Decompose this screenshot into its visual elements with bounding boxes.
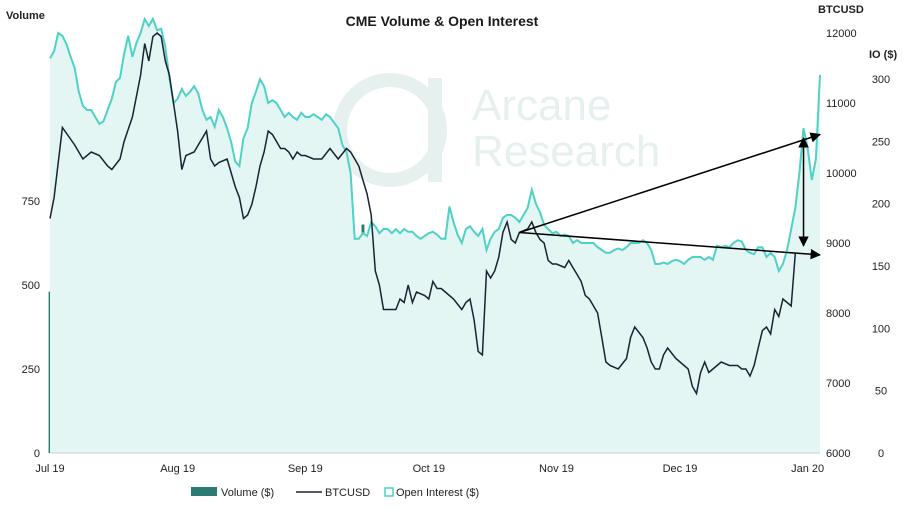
btc-tick-label: 12000 (826, 28, 857, 40)
watermark-line-2: Research (472, 127, 660, 176)
x-tick-label: Nov 19 (539, 463, 574, 475)
x-tick-label: Jan 20 (791, 463, 824, 475)
legend-swatch-volume (191, 487, 217, 496)
x-tick-label: Oct 19 (413, 463, 445, 475)
legend-label-volume: Volume ($) (221, 487, 274, 499)
watermark: Arcane Research (333, 73, 660, 187)
btcusd-line (49, 32, 797, 396)
btc-tick-label: 10000 (826, 168, 857, 180)
oi-axis-title: IO ($) (869, 49, 897, 61)
btc-tick-label: 11000 (826, 98, 856, 110)
oi-tick-label: 250 (872, 136, 890, 148)
open-interest-area (50, 19, 820, 453)
trend-arrow (519, 132, 821, 234)
open-interest-line (49, 16, 821, 274)
x-tick-label: Aug 19 (160, 463, 195, 475)
legend-label-btcusd: BTCUSD (325, 487, 370, 499)
x-tick-label: Dec 19 (663, 463, 698, 475)
x-tick-label: Sep 19 (288, 463, 323, 475)
legend: Volume ($) BTCUSD Open Interest ($) (191, 487, 479, 499)
volume-tick-label: 250 (22, 364, 40, 376)
oi-tick-label: 50 (875, 386, 887, 398)
btc-tick-label: 8000 (826, 308, 850, 320)
legend-label-open-interest: Open Interest ($) (396, 487, 479, 499)
chart-title: CME Volume & Open Interest (346, 13, 539, 29)
oi-axis-ticks: 0 50 100 150 200 250 300 (872, 74, 890, 460)
oi-tick-label: 0 (878, 448, 884, 460)
trend-arrows (519, 132, 822, 260)
watermark-line-1: Arcane (472, 81, 611, 130)
oi-tick-label: 100 (872, 323, 890, 335)
legend-item-volume: Volume ($) (191, 487, 274, 499)
legend-item-open-interest: Open Interest ($) (384, 487, 479, 499)
volume-tick-label: 750 (22, 196, 40, 208)
trend-arrow (519, 231, 822, 260)
oi-tick-label: 300 (872, 74, 890, 86)
volume-axis-ticks: 0 250 500 750 (22, 196, 40, 460)
volume-tick-label: 0 (34, 448, 40, 460)
legend-swatch-open-interest (384, 487, 394, 497)
btc-axis-title: BTCUSD (818, 4, 864, 16)
watermark-logo-icon (333, 73, 447, 187)
legend-item-btcusd: BTCUSD (296, 487, 370, 499)
oi-tick-label: 200 (872, 199, 890, 211)
btc-axis-ticks: 6000 7000 8000 9000 10000 11000 12000 (826, 28, 857, 460)
x-tick-label: Jul 19 (35, 463, 64, 475)
btc-tick-label: 7000 (826, 378, 850, 390)
x-axis-ticks: Jul 19 Aug 19 Sep 19 Oct 19 Nov 19 Dec 19 Jan … (35, 463, 824, 475)
volume-axis-title: Volume (6, 10, 45, 22)
btc-tick-label: 9000 (826, 238, 850, 250)
oi-tick-label: 150 (872, 261, 890, 273)
btc-tick-label: 6000 (826, 448, 850, 460)
volume-tick-label: 500 (22, 280, 40, 292)
